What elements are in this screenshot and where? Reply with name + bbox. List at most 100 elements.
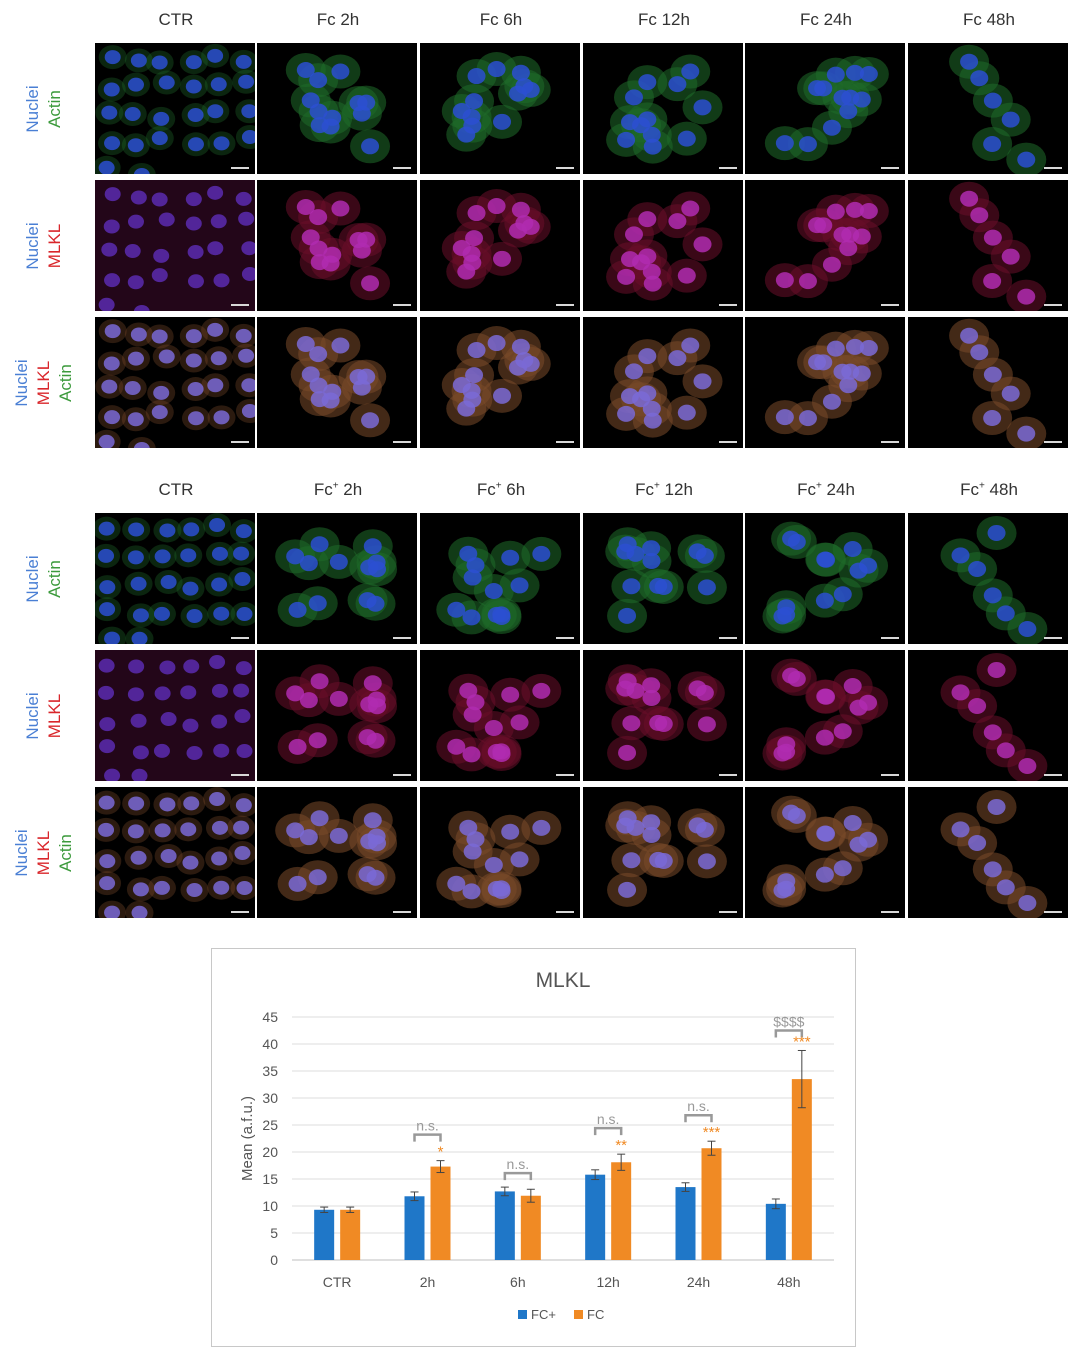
column-label-suffix: 6h: [501, 480, 526, 499]
channel-label: MLKL: [34, 360, 53, 406]
x-tick-label: 2h: [420, 1274, 436, 1290]
micrograph-panel: [583, 513, 743, 644]
legend-label: FC: [587, 1307, 604, 1322]
micrograph-panel: [745, 180, 905, 311]
micrograph-image: [606, 191, 723, 301]
significance-label: n.s.: [687, 1098, 710, 1114]
micrograph-image: [940, 515, 1048, 644]
micrograph-panel: [745, 513, 905, 644]
micrograph-panel: [908, 180, 1068, 311]
scale-bar: [1044, 304, 1062, 306]
micrograph-image: [764, 55, 889, 162]
bar-fcplus: [314, 1209, 335, 1260]
row-label: Nuclei MLKL: [14, 650, 74, 782]
legend-label: FC+: [531, 1307, 556, 1322]
scale-bar: [556, 637, 574, 639]
column-label: Fc+ 24h: [745, 480, 907, 500]
row-label-text: Nuclei MLKL: [22, 222, 66, 269]
scale-bar: [393, 304, 411, 306]
micrograph-image: [762, 795, 889, 908]
bar-fc: [340, 1209, 361, 1260]
row-label: Nuclei Actin: [14, 513, 74, 645]
micrograph-image: [441, 326, 551, 426]
column-label-base: CTR: [158, 480, 194, 499]
micrograph-panel: [745, 650, 905, 781]
micrograph-panel: [745, 787, 905, 918]
micrograph-image: [275, 801, 398, 901]
micrograph-image: [95, 787, 255, 918]
micrograph-image: [764, 192, 889, 299]
scale-bar: [719, 774, 737, 776]
y-axis-label: Mean (a.f.u.): [239, 1096, 256, 1181]
row-label: Nuclei MLKL: [14, 180, 74, 312]
micrograph-image: [436, 673, 562, 772]
micrograph-panel: [583, 43, 743, 174]
micrograph-image: [275, 664, 398, 764]
channel-label: Nuclei: [23, 222, 42, 270]
column-label: Fc+ 12h: [583, 480, 745, 500]
row-label: Nuclei MLKL Actin: [12, 787, 75, 919]
micrograph-panel: [257, 43, 417, 174]
micrograph-image: [285, 190, 391, 301]
column-label: Fc+ 48h: [908, 480, 1070, 500]
channel-label: Nuclei: [23, 555, 42, 603]
micrograph-image: [606, 328, 723, 438]
micrograph-panel: [95, 317, 255, 448]
micrograph-image: [441, 52, 551, 152]
scale-bar: [1044, 911, 1062, 913]
channel-label: Nuclei: [12, 829, 31, 877]
micrograph-image: [605, 527, 727, 633]
scale-bar: [719, 911, 737, 913]
column-label-suffix: 24h: [821, 480, 855, 499]
scale-bar: [881, 441, 899, 443]
scale-bar: [231, 637, 249, 639]
x-tick-label: 24h: [687, 1274, 710, 1290]
legend-swatch: [518, 1310, 527, 1319]
micrograph-panel: [95, 180, 255, 311]
y-tick-label: 40: [262, 1036, 278, 1052]
channel-label: Nuclei: [23, 692, 42, 740]
mlkl-bar-chart: MLKL 0 5 10 15 20 25 30 35 40 45 Mean (a.f.u.) CTR 2h…: [239, 969, 834, 1322]
micrograph-image: [95, 317, 255, 448]
micrograph-panel: [908, 513, 1068, 644]
scale-bar: [393, 774, 411, 776]
column-label: Fc 2h: [316, 10, 360, 29]
channel-label: Nuclei: [23, 85, 42, 133]
micrograph-panel: [583, 650, 743, 781]
micrograph-image: [764, 329, 889, 436]
scale-bar: [393, 167, 411, 169]
y-tick-label: 45: [262, 1009, 278, 1025]
scale-bar: [231, 304, 249, 306]
micrograph-image: [940, 789, 1048, 918]
micrograph-panel: [257, 787, 417, 918]
significance-stars: *: [438, 1144, 444, 1161]
micrograph-image: [441, 189, 551, 289]
column-label-base: Fc: [960, 480, 979, 499]
significance-label: $$$$: [773, 1013, 804, 1029]
bar-fc: [430, 1166, 451, 1260]
significance-stars: ***: [703, 1124, 721, 1141]
micrograph-image: [95, 650, 255, 781]
y-tick-label: 30: [262, 1090, 278, 1106]
micrograph-panel: [420, 787, 580, 918]
channel-label: Actin: [56, 364, 75, 402]
scale-bar: [556, 441, 574, 443]
column-label-base: Fc: [313, 480, 333, 499]
y-tick-label: 5: [270, 1225, 278, 1241]
micrograph-panel: [908, 787, 1068, 918]
micrograph-panel: [95, 787, 255, 918]
scale-bar: [719, 637, 737, 639]
scale-bar: [881, 304, 899, 306]
scale-bar: [556, 774, 574, 776]
column-label-sup: +: [815, 480, 822, 492]
micrograph-image: [275, 527, 398, 627]
bar-fcplus: [494, 1191, 515, 1260]
micrograph-panel: [420, 180, 580, 311]
micrograph-panel: [583, 787, 743, 918]
y-tick-label: 10: [262, 1198, 278, 1214]
micrograph-image: [949, 181, 1047, 311]
channel-label: Actin: [45, 90, 64, 128]
row-label: Nuclei MLKL Actin: [12, 317, 75, 449]
micrograph-image: [762, 521, 889, 634]
micrograph-image: [940, 652, 1048, 781]
